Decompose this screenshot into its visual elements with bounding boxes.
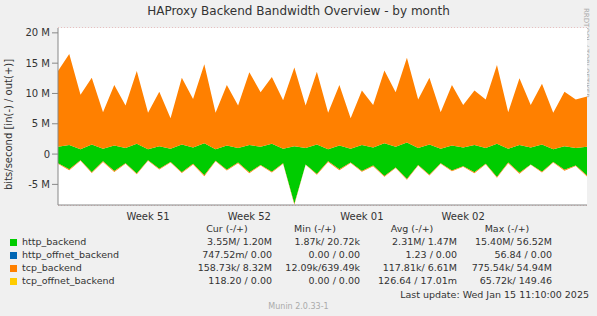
html-text:12.09k/639.49k: 12.09k/639.49k [285,262,360,273]
html-text:747.52m/ 0.00: 747.52m/ 0.00 [202,249,272,260]
svg-text:Week 51: Week 51 [126,211,169,222]
html-text:Avg (-/+): Avg (-/+) [390,223,434,234]
html-text:0.00 / 0.00: 0.00 / 0.00 [308,249,360,260]
svg-text:Week 02: Week 02 [442,211,485,222]
svg-text:10 M: 10 M [25,88,50,99]
svg-text:20 M: 20 M [25,27,50,38]
html-text:bits/second [in(-) / out(+)]: bits/second [in(-) / out(+)] [3,58,14,190]
html-text:117.81k/ 6.61M: 117.81k/ 6.61M [382,262,457,273]
html-text:Max (-/+): Max (-/+) [484,223,530,234]
html-text:158.73k/ 8.32M: 158.73k/ 8.32M [197,262,272,273]
svg-text:15 M: 15 M [25,58,50,69]
svg-text:Week 52: Week 52 [228,211,271,222]
html-text:65.72k/ 149.46: 65.72k/ 149.46 [479,275,552,286]
html-text:775.54k/ 54.94M: 775.54k/ 54.94M [471,262,552,273]
html-text:126.64 / 17.01m: 126.64 / 17.01m [378,275,457,286]
html-text:RRDTOOL / TOBI OETIKER: RRDTOOL / TOBI OETIKER [582,8,590,99]
html-text:3.55M/ 1.20M: 3.55M/ 1.20M [207,236,272,247]
html-text:Min (-/+): Min (-/+) [294,223,336,234]
html-text:2.31M/ 1.47M: 2.31M/ 1.47M [392,236,457,247]
svg-text:0: 0 [44,149,50,160]
html-text:1.87k/ 20.72k: 1.87k/ 20.72k [294,236,360,247]
svg-text:Week 01: Week 01 [340,211,383,222]
html-text:Last update: Wed Jan 15 11:10:: Last update: Wed Jan 15 11:10:00 2025 [400,289,589,300]
html-text:HAProxy Backend Bandwidth Over: HAProxy Backend Bandwidth Overview - by … [147,4,450,18]
html-text:tcp_offnet_backend: tcp_offnet_backend [22,275,115,286]
svg-text:5 M: 5 M [32,118,50,129]
html-text:56.84 / 0.00: 56.84 / 0.00 [494,249,552,260]
html-text:Munin 2.0.33-1: Munin 2.0.33-1 [268,302,329,311]
html-text:1.23 / 0.00: 1.23 / 0.00 [405,249,457,260]
html-text:http_offnet_backend: http_offnet_backend [22,249,120,260]
html-text:0.00 / 0.00: 0.00 / 0.00 [308,275,360,286]
html-text:15.40M/ 56.52M: 15.40M/ 56.52M [475,236,552,247]
svg-text:-5 M: -5 M [28,179,50,190]
html-text:tcp_backend: tcp_backend [22,262,82,273]
html-text:118.20 / 0.00: 118.20 / 0.00 [208,275,272,286]
html-text:Cur (-/+): Cur (-/+) [206,223,248,234]
html-text:http_backend: http_backend [22,236,87,247]
